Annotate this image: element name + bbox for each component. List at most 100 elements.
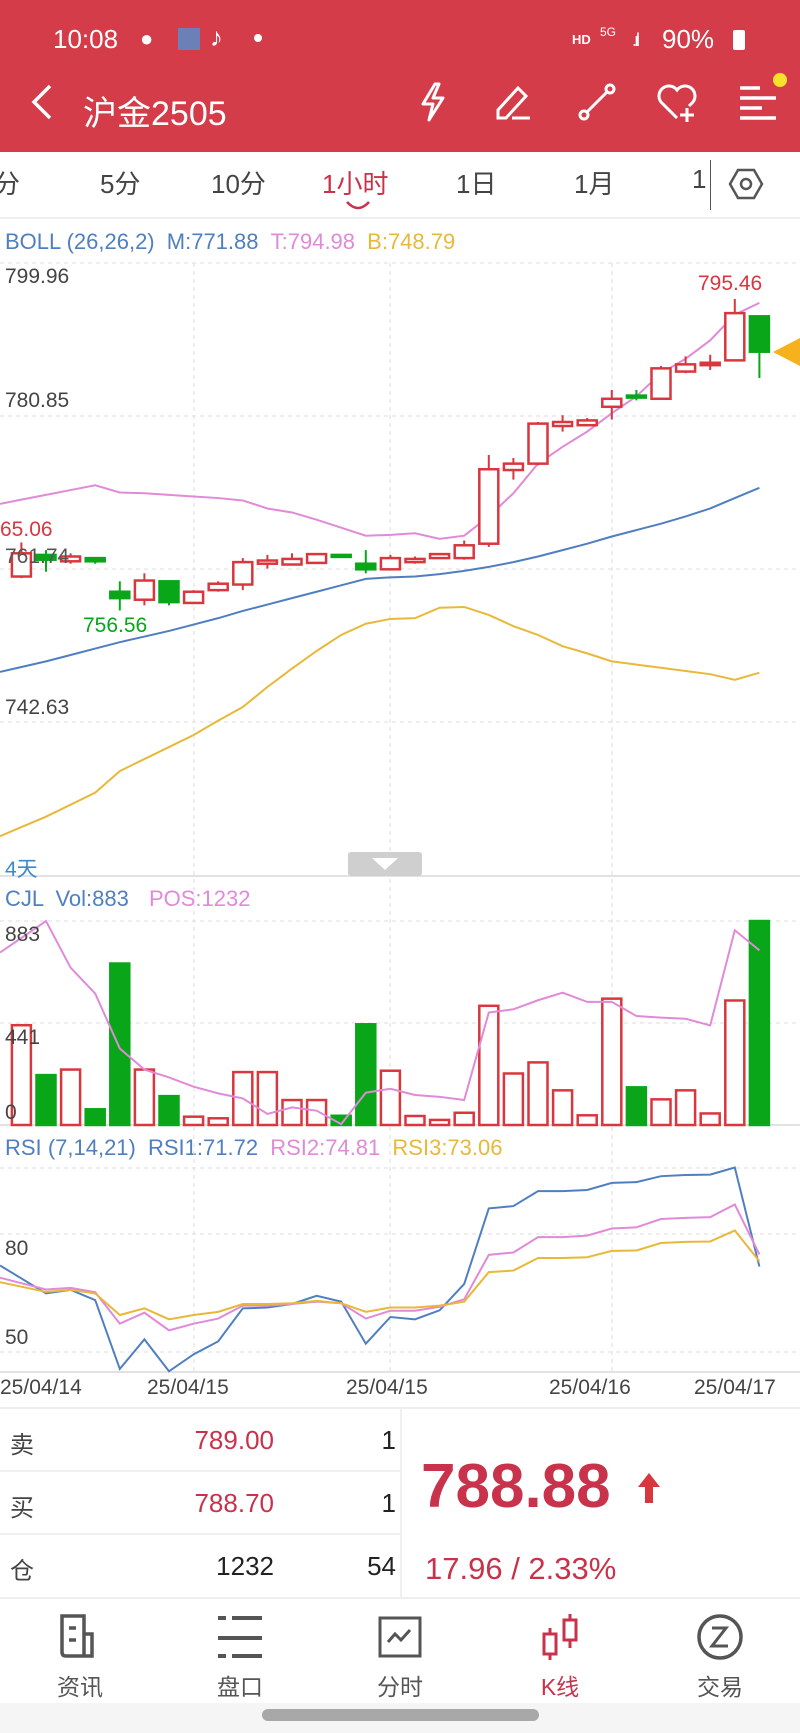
candle-body bbox=[478, 467, 500, 545]
candle-body bbox=[379, 556, 402, 571]
ask-qty: 1 bbox=[381, 1425, 396, 1455]
boll-lower: B:748.79 bbox=[367, 229, 456, 254]
rsi-name: RSI bbox=[5, 1135, 42, 1160]
volume-bar bbox=[453, 1111, 475, 1127]
volume-bar bbox=[674, 1089, 697, 1127]
volume-tick: 883 bbox=[5, 923, 41, 946]
high-price-label: 795.46 bbox=[698, 272, 763, 295]
open-interest-value: 1232 bbox=[216, 1551, 274, 1581]
kline-chart[interactable] bbox=[0, 0, 800, 1410]
ask-row: 卖 789.00 1 bbox=[0, 1409, 400, 1472]
last-price: 788.88 bbox=[421, 1452, 611, 1521]
tab-1day[interactable]: 1日 bbox=[456, 169, 497, 199]
ask-label: 卖 bbox=[10, 1432, 34, 1459]
volume-bar bbox=[109, 962, 131, 1127]
settings-gear-icon[interactable] bbox=[728, 166, 764, 202]
ask-price: 789.00 bbox=[194, 1425, 274, 1455]
volume-bar bbox=[182, 1115, 205, 1127]
tab-1month[interactable]: 1月 bbox=[574, 169, 615, 199]
left-high-label: 65.06 bbox=[0, 518, 53, 541]
back-icon[interactable] bbox=[22, 80, 66, 124]
candle-body bbox=[281, 557, 303, 566]
last-price-marker bbox=[773, 338, 800, 366]
volume-bar bbox=[601, 997, 623, 1127]
candle-body bbox=[576, 419, 598, 427]
rsi1-value: RSI1:71.72 bbox=[148, 1135, 259, 1160]
notification-dot bbox=[773, 73, 787, 87]
tab-more[interactable]: 1 bbox=[692, 164, 707, 194]
cjl-legend: CJL Vol:883 POS:1232 bbox=[5, 886, 250, 912]
candle-body bbox=[305, 552, 328, 565]
date-tick: 25/04/14 bbox=[0, 1376, 82, 1399]
active-tab-indicator bbox=[346, 201, 370, 210]
tab-5min[interactable]: 5分 bbox=[100, 169, 141, 199]
signal-icon: .ıl bbox=[632, 30, 640, 50]
volume-bar bbox=[355, 1023, 377, 1127]
candle-body bbox=[182, 590, 205, 605]
chart-grid bbox=[0, 262, 800, 1373]
volume-bar bbox=[379, 1069, 402, 1127]
nav-trade[interactable]: 交易 bbox=[640, 1600, 800, 1702]
tab-1hour[interactable]: 1小时 bbox=[322, 169, 389, 199]
date-tick: 25/04/15 bbox=[147, 1376, 229, 1399]
candle-body bbox=[10, 552, 33, 578]
volume-bar bbox=[428, 1118, 451, 1127]
line-draw-icon[interactable] bbox=[575, 80, 619, 124]
app-notification-icon bbox=[178, 28, 200, 50]
cjl-name: CJL bbox=[5, 886, 44, 911]
nav-news[interactable]: 资讯 bbox=[0, 1600, 160, 1702]
period-label: 4天 bbox=[5, 858, 38, 881]
candle-body bbox=[428, 552, 451, 560]
volume-bars bbox=[10, 919, 771, 1127]
candle-body bbox=[330, 553, 352, 559]
date-tick: 25/04/16 bbox=[549, 1376, 631, 1399]
rsi3-value: RSI3:73.06 bbox=[392, 1135, 503, 1160]
boll-legend: BOLL (26,26,2) M:771.88 T:794.98 B:748.7… bbox=[5, 229, 455, 255]
heart-plus-icon[interactable] bbox=[655, 80, 699, 124]
boll-name: BOLL bbox=[5, 229, 61, 254]
rsi-lines bbox=[0, 1166, 761, 1373]
lightning-icon[interactable] bbox=[411, 80, 455, 124]
rsi-tick: 50 bbox=[5, 1326, 29, 1349]
pos-line bbox=[0, 919, 761, 1126]
price-tick: 742.63 bbox=[5, 696, 70, 719]
candle-body bbox=[256, 559, 279, 565]
volume-bar bbox=[158, 1094, 180, 1127]
volume-tick: 0 bbox=[5, 1101, 17, 1124]
bid-price: 788.70 bbox=[194, 1488, 274, 1518]
candle-body bbox=[355, 562, 377, 571]
nav-label: 交易 bbox=[697, 1674, 743, 1700]
rsi-tick: 80 bbox=[5, 1237, 29, 1260]
volume-bar bbox=[207, 1117, 229, 1127]
volume-bar bbox=[625, 1086, 648, 1127]
rsi1-line bbox=[0, 1166, 761, 1373]
tab-10min[interactable]: 10分 bbox=[211, 169, 266, 199]
date-tick: 25/04/15 bbox=[346, 1376, 428, 1399]
rsi2-value: RSI2:74.81 bbox=[270, 1135, 381, 1160]
trade-icon bbox=[697, 1614, 743, 1660]
volume-bar bbox=[551, 1089, 574, 1127]
candle-body bbox=[35, 553, 57, 561]
nav-label: 资讯 bbox=[57, 1674, 103, 1700]
chevron-down-icon bbox=[372, 858, 398, 870]
cjl-vol: Vol:883 bbox=[55, 886, 129, 911]
nav-timeshare[interactable]: 分时 bbox=[320, 1600, 480, 1702]
bid-label: 买 bbox=[10, 1495, 34, 1522]
candle-body bbox=[625, 394, 648, 399]
tab-1min[interactable]: 分 bbox=[0, 169, 21, 199]
boll-b-line bbox=[0, 605, 760, 838]
pencil-icon[interactable] bbox=[492, 80, 536, 124]
candle-body bbox=[404, 557, 426, 564]
boll-upper: T:794.98 bbox=[270, 229, 356, 254]
volume-bar bbox=[699, 1112, 721, 1127]
candle-body bbox=[232, 560, 254, 586]
quote-panel: 卖 789.00 1 买 788.70 1 仓 1232 54 788.88 1… bbox=[0, 1407, 800, 1599]
menu-icon[interactable] bbox=[736, 80, 780, 124]
price-tick: 761.74 bbox=[5, 545, 70, 568]
candle-body bbox=[84, 556, 106, 563]
nav-orderbook[interactable]: 盘口 bbox=[160, 1600, 320, 1702]
bid-row: 买 788.70 1 bbox=[0, 1472, 400, 1535]
nav-kline[interactable]: K线 bbox=[480, 1600, 640, 1702]
home-indicator[interactable] bbox=[262, 1709, 539, 1721]
tiktok-icon: ♪ bbox=[210, 22, 223, 52]
